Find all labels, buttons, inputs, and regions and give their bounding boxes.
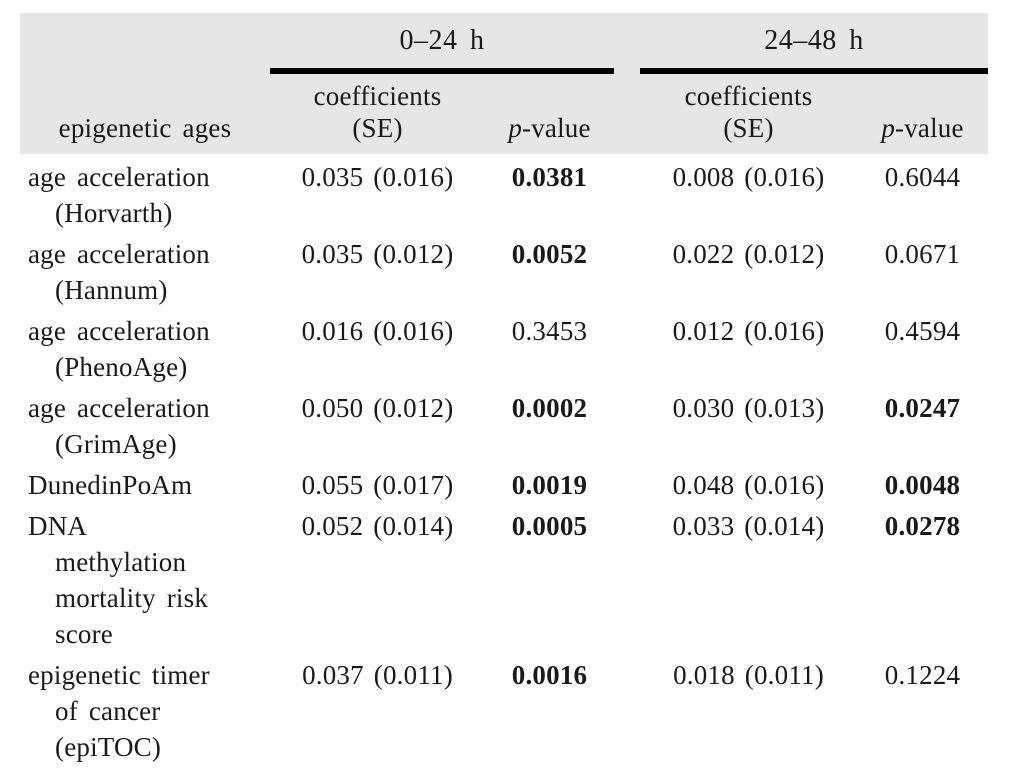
row-label-cell: epigenetic timer of cancer (epiTOC) (20, 652, 270, 765)
coef-se-0-24h: 0.037 (0.011) (302, 660, 453, 690)
p-value-header-1: p-value (485, 71, 614, 154)
sub-header-row: epigenetic ages coefficients (SE) p-valu… (20, 71, 988, 154)
coef-se-24-48h: 0.033 (0.014) (672, 511, 825, 541)
coef-se-24-48h: 0.018 (0.011) (673, 660, 824, 690)
p-value-24-48h: 0.0278 (884, 511, 961, 541)
p-value-0-24h: 0.0381 (511, 162, 588, 192)
row-label-cell: age acceleration (PhenoAge) (20, 308, 270, 385)
coef-se-0-24h: 0.055 (0.017) (301, 470, 454, 500)
group-gap (614, 154, 640, 231)
table-body: age acceleration (Horvarth) 0.035 (0.016… (20, 154, 988, 765)
p-value-24-48h: 0.4594 (884, 316, 961, 346)
coef-se-0-24h: 0.052 (0.014) (301, 511, 454, 541)
table-row: age acceleration (PhenoAge) 0.016 (0.016… (20, 308, 988, 385)
group-gap (614, 71, 640, 154)
coef-se-0-24h: 0.035 (0.016) (301, 162, 454, 192)
corner-header-epigenetic-ages: epigenetic ages (20, 71, 270, 154)
group-label-0-24h: 0–24 h (399, 24, 485, 56)
table-row: age acceleration (Hannum) 0.035 (0.012) … (20, 231, 988, 308)
epigenetic-ages-table: 0–24 h 24–48 h epigenetic ages coefficie… (20, 13, 988, 765)
row-label: age acceleration (Horvarth) (28, 162, 210, 228)
table-row: DunedinPoAm 0.055 (0.017) 0.0019 0.048 (… (20, 462, 988, 503)
group-label-24-48h: 24–48 h (764, 24, 864, 56)
group-gap (614, 503, 640, 652)
row-label-cell: age acceleration (Hannum) (20, 231, 270, 308)
coefficients-se-header-1: coefficients (SE) (270, 71, 485, 154)
column-group-0-24h: 0–24 h (270, 13, 614, 74)
row-label-cell: age acceleration (Horvarth) (20, 154, 270, 231)
p-value-0-24h: 0.0016 (511, 660, 588, 690)
p-value-header-2: p-value (857, 71, 988, 154)
p-value-24-48h: 0.6044 (884, 162, 961, 192)
header-corner-spacer (20, 13, 270, 71)
p-value-0-24h: 0.0019 (511, 470, 588, 500)
coef-se-0-24h: 0.035 (0.012) (301, 239, 454, 269)
group-gap (614, 652, 640, 765)
table-header: 0–24 h 24–48 h epigenetic ages coefficie… (20, 13, 988, 154)
group-gap (614, 231, 640, 308)
group-gap (614, 385, 640, 462)
group-gap (614, 308, 640, 385)
row-label-cell: DNA methylation mortality risk score (20, 503, 270, 652)
p-value-24-48h: 0.0671 (884, 239, 961, 269)
table-row: age acceleration (Horvarth) 0.035 (0.016… (20, 154, 988, 231)
p-value-suffix: -value (522, 113, 591, 143)
p-italic: p (881, 113, 896, 143)
p-value-0-24h: 0.0002 (511, 393, 588, 423)
p-value-24-48h: 0.0247 (884, 393, 961, 423)
row-label-cell: age acceleration (GrimAge) (20, 385, 270, 462)
p-value-0-24h: 0.3453 (511, 316, 588, 346)
coef-se-24-48h: 0.030 (0.013) (672, 393, 825, 423)
row-label: epigenetic timer of cancer (epiTOC) (28, 660, 210, 762)
p-italic: p (508, 113, 523, 143)
coef-se-24-48h: 0.048 (0.016) (672, 470, 825, 500)
row-label-cell: DunedinPoAm (20, 462, 270, 503)
p-value-24-48h: 0.1224 (884, 660, 961, 690)
group-gap (614, 13, 640, 71)
coef-se-24-48h: 0.012 (0.016) (672, 316, 825, 346)
column-group-row: 0–24 h 24–48 h (20, 13, 988, 74)
coef-se-24-48h: 0.022 (0.012) (672, 239, 825, 269)
column-group-24-48h: 24–48 h (640, 13, 988, 74)
table-row: DNA methylation mortality risk score 0.0… (20, 503, 988, 652)
table-row: age acceleration (GrimAge) 0.050 (0.012)… (20, 385, 988, 462)
p-value-0-24h: 0.0005 (511, 511, 588, 541)
coef-se-0-24h: 0.016 (0.016) (301, 316, 454, 346)
row-label: DunedinPoAm (28, 470, 193, 500)
row-label: age acceleration (GrimAge) (28, 393, 210, 459)
row-label: age acceleration (Hannum) (28, 239, 210, 305)
p-value-24-48h: 0.0048 (884, 470, 961, 500)
group-gap (614, 462, 640, 503)
coef-se-24-48h: 0.008 (0.016) (672, 162, 825, 192)
coef-se-0-24h: 0.050 (0.012) (301, 393, 454, 423)
coefficients-se-header-2: coefficients (SE) (640, 71, 857, 154)
row-label: DNA methylation mortality risk score (28, 511, 209, 649)
p-value-suffix: -value (895, 113, 964, 143)
row-label: age acceleration (PhenoAge) (28, 316, 210, 382)
table-row: epigenetic timer of cancer (epiTOC) 0.03… (20, 652, 988, 765)
p-value-0-24h: 0.0052 (511, 239, 588, 269)
